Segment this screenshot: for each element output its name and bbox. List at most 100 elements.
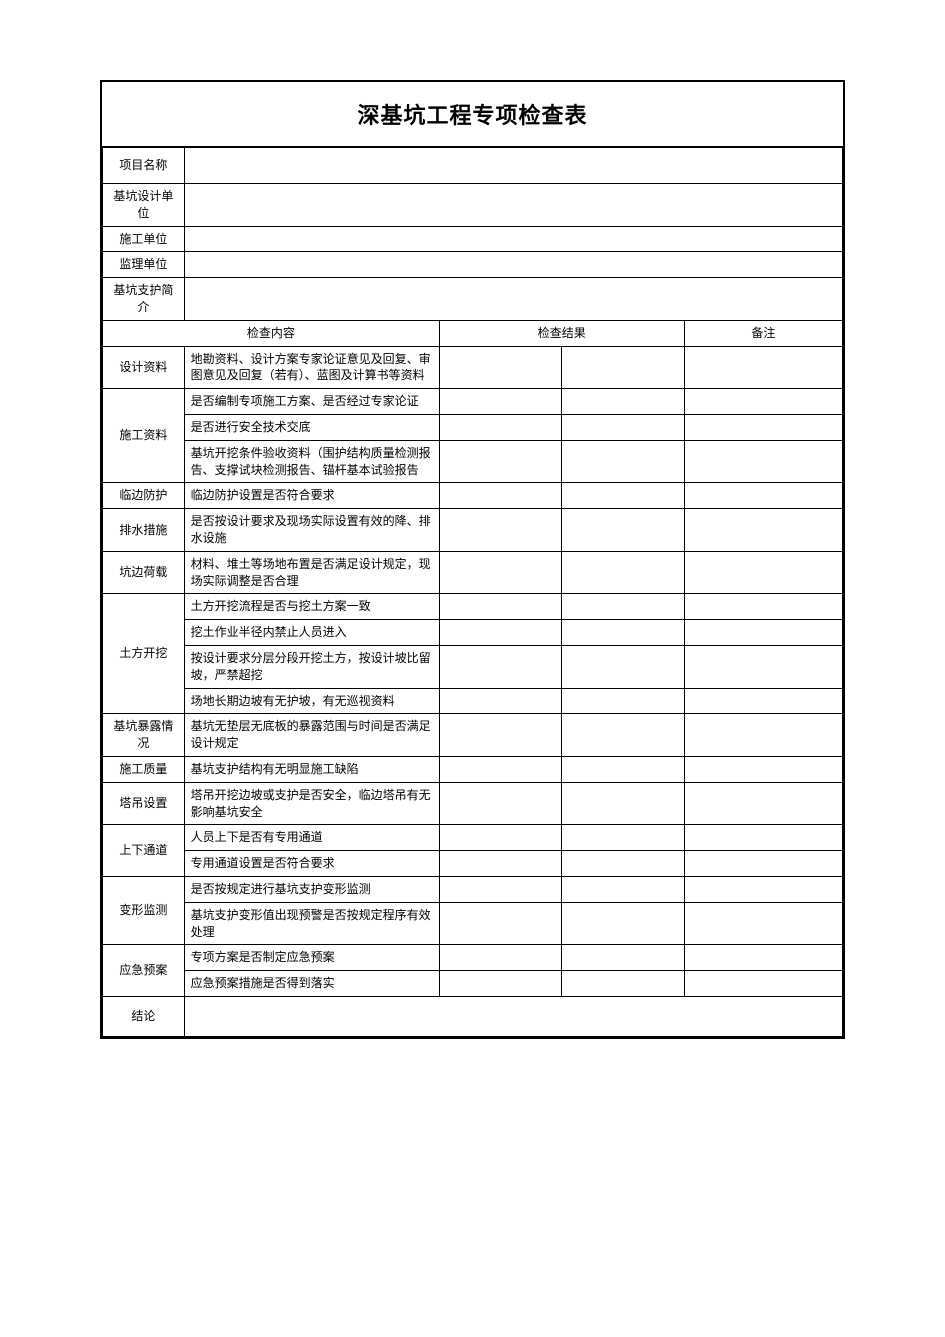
result-cell[interactable] [562,389,684,415]
label-supervision-unit: 监理单位 [103,252,185,278]
result-cell[interactable] [439,483,561,509]
result-cell[interactable] [439,851,561,877]
result-cell[interactable] [439,346,561,389]
result-cell[interactable] [562,414,684,440]
result-cell[interactable] [562,551,684,594]
note-cell[interactable] [684,645,842,688]
note-cell[interactable] [684,688,842,714]
note-cell[interactable] [684,440,842,483]
result-cell[interactable] [562,825,684,851]
result-cell[interactable] [562,971,684,997]
item-construction-1: 是否进行安全技术交底 [184,414,439,440]
result-cell[interactable] [439,645,561,688]
result-cell[interactable] [439,902,561,945]
result-cell[interactable] [439,825,561,851]
note-cell[interactable] [684,551,842,594]
row-design-material: 设计资料 地勘资料、设计方案专家论证意见及回复、审图意见及回复（若有）、蓝图及计… [103,346,843,389]
note-cell[interactable] [684,389,842,415]
item-crane-0: 塔吊开挖边坡或支护是否安全，临边塔吊有无影响基坑安全 [184,782,439,825]
row-construction-material-2: 基坑开挖条件验收资料（围护结构质量检测报告、支撑试块检测报告、锚杆基本试验报告 [103,440,843,483]
result-cell[interactable] [439,782,561,825]
item-passage-0: 人员上下是否有专用通道 [184,825,439,851]
info-row-supervision-unit: 监理单位 [103,252,843,278]
note-cell[interactable] [684,346,842,389]
note-cell[interactable] [684,483,842,509]
result-cell[interactable] [562,440,684,483]
result-cell[interactable] [439,509,561,552]
result-cell[interactable] [439,414,561,440]
label-project-name: 项目名称 [103,148,185,184]
result-cell[interactable] [562,594,684,620]
result-cell[interactable] [562,851,684,877]
note-cell[interactable] [684,825,842,851]
value-project-name[interactable] [184,148,842,184]
note-cell[interactable] [684,945,842,971]
label-conclusion: 结论 [103,996,185,1036]
form-title: 深基坑工程专项检查表 [102,82,843,147]
result-cell[interactable] [562,902,684,945]
value-construction-unit[interactable] [184,226,842,252]
result-cell[interactable] [562,945,684,971]
result-cell[interactable] [562,782,684,825]
result-cell[interactable] [439,945,561,971]
row-excavation-1: 挖土作业半径内禁止人员进入 [103,620,843,646]
result-cell[interactable] [439,620,561,646]
row-construction-material: 施工资料 是否编制专项施工方案、是否经过专家论证 [103,389,843,415]
cat-exposure: 基坑暴露情况 [103,714,185,757]
row-exposure: 基坑暴露情况 基坑无垫层无底板的暴露范围与时间是否满足设计规定 [103,714,843,757]
result-cell[interactable] [439,389,561,415]
note-cell[interactable] [684,594,842,620]
value-design-unit[interactable] [184,184,842,227]
header-result: 检查结果 [439,320,684,346]
result-cell[interactable] [562,346,684,389]
result-cell[interactable] [439,756,561,782]
result-cell[interactable] [439,440,561,483]
result-cell[interactable] [562,756,684,782]
result-cell[interactable] [439,714,561,757]
note-cell[interactable] [684,414,842,440]
result-cell[interactable] [562,483,684,509]
row-construction-material-1: 是否进行安全技术交底 [103,414,843,440]
item-exposure-0: 基坑无垫层无底板的暴露范围与时间是否满足设计规定 [184,714,439,757]
note-cell[interactable] [684,714,842,757]
result-cell[interactable] [562,688,684,714]
row-conclusion: 结论 [103,996,843,1036]
info-row-support-intro: 基坑支护简介 [103,278,843,321]
item-excavation-1: 挖土作业半径内禁止人员进入 [184,620,439,646]
cat-excavation: 土方开挖 [103,594,185,714]
cat-design-material: 设计资料 [103,346,185,389]
result-cell[interactable] [562,876,684,902]
result-cell[interactable] [562,645,684,688]
info-row-design-unit: 基坑设计单位 [103,184,843,227]
row-excavation: 土方开挖 土方开挖流程是否与挖土方案一致 [103,594,843,620]
value-support-intro[interactable] [184,278,842,321]
cat-construction-material: 施工资料 [103,389,185,483]
note-cell[interactable] [684,756,842,782]
note-cell[interactable] [684,509,842,552]
result-cell[interactable] [439,551,561,594]
value-conclusion[interactable] [184,996,842,1036]
result-cell[interactable] [439,594,561,620]
header-content: 检查内容 [103,320,440,346]
label-support-intro: 基坑支护简介 [103,278,185,321]
row-excavation-3: 场地长期边坡有无护坡，有无巡视资料 [103,688,843,714]
cat-passage: 上下通道 [103,825,185,877]
result-cell[interactable] [439,876,561,902]
result-cell[interactable] [562,509,684,552]
cat-load: 坑边荷载 [103,551,185,594]
note-cell[interactable] [684,971,842,997]
note-cell[interactable] [684,620,842,646]
info-row-construction-unit: 施工单位 [103,226,843,252]
value-supervision-unit[interactable] [184,252,842,278]
result-cell[interactable] [562,714,684,757]
result-cell[interactable] [439,971,561,997]
note-cell[interactable] [684,782,842,825]
label-design-unit: 基坑设计单位 [103,184,185,227]
note-cell[interactable] [684,876,842,902]
result-cell[interactable] [439,688,561,714]
cat-crane: 塔吊设置 [103,782,185,825]
note-cell[interactable] [684,851,842,877]
header-note: 备注 [684,320,842,346]
result-cell[interactable] [562,620,684,646]
note-cell[interactable] [684,902,842,945]
